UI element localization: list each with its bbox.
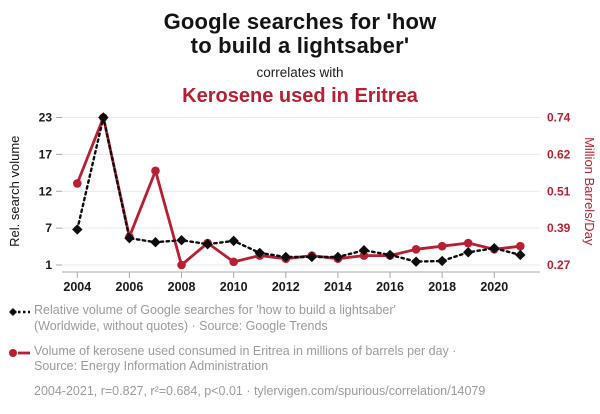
search-series-legend-line1: Relative volume of Google searches for '… [34, 303, 396, 317]
chart-subtitle: Kerosene used in Eritrea [182, 85, 418, 108]
legend: Relative volume of Google searches for '… [8, 303, 592, 398]
svg-text:17: 17 [39, 147, 53, 161]
legend-row-kerosene: Volume of kerosene used consumed in Erit… [8, 344, 592, 376]
title-block: Google searches for 'how to build a ligh… [0, 9, 600, 108]
svg-text:2016: 2016 [376, 280, 404, 294]
svg-text:0.62: 0.62 [547, 147, 571, 161]
svg-text:7: 7 [45, 221, 52, 235]
svg-text:0.39: 0.39 [547, 221, 571, 235]
svg-text:2018: 2018 [428, 280, 456, 294]
legend-row-search: Relative volume of Google searches for '… [8, 303, 592, 335]
svg-text:2012: 2012 [272, 280, 300, 294]
svg-text:12: 12 [39, 184, 53, 198]
svg-text:0.27: 0.27 [547, 258, 571, 272]
chart-title-line2: to build a lightsaber' [190, 33, 410, 59]
search-series-legend-marker-icon [9, 308, 30, 316]
svg-text:23: 23 [39, 111, 53, 125]
svg-text:2020: 2020 [480, 280, 508, 294]
kerosene-series-legend-text: Volume of kerosene used consumed in Erit… [30, 344, 456, 376]
svg-text:2014: 2014 [324, 280, 352, 294]
svg-text:2004: 2004 [63, 280, 91, 294]
kerosene-series-legend-line2: Source: Energy Information Administratio… [34, 359, 269, 374]
stats-footer: 2004-2021, r=0.827, r²=0.684, p<0.01 · t… [34, 384, 486, 398]
svg-text:0.51: 0.51 [547, 184, 571, 198]
svg-text:2006: 2006 [116, 280, 144, 294]
kerosene-series-legend-line1: Volume of kerosene used consumed in Erit… [34, 343, 457, 358]
search-series-legend-line2: (Worldwide, without quotes) · Source: Go… [34, 318, 328, 333]
svg-text:Rel. search volume: Rel. search volume [7, 136, 22, 247]
svg-text:2010: 2010 [220, 280, 248, 294]
correlates-with-label: correlates with [256, 65, 344, 81]
svg-text:0.74: 0.74 [547, 111, 571, 125]
correlation-chart: 23 0.74 17 0.62 12 0.51 7 0.39 1 0.27 2004 2006 2008… [7, 111, 597, 295]
svg-text:1: 1 [45, 258, 52, 272]
chart-title-line1: Google searches for 'how [163, 9, 437, 34]
kerosene-series-legend-marker-icon [9, 348, 30, 357]
svg-text:Million Barrels/Day: Million Barrels/Day [582, 137, 597, 246]
chart-title: Google searches for 'how to build a ligh… [0, 9, 600, 59]
svg-text:2008: 2008 [168, 280, 196, 294]
search-series-legend-text: Relative volume of Google searches for '… [30, 303, 396, 335]
chart-area: 23 0.74 17 0.62 12 0.51 7 0.39 1 0.27 2004 2006 2008… [0, 106, 600, 302]
